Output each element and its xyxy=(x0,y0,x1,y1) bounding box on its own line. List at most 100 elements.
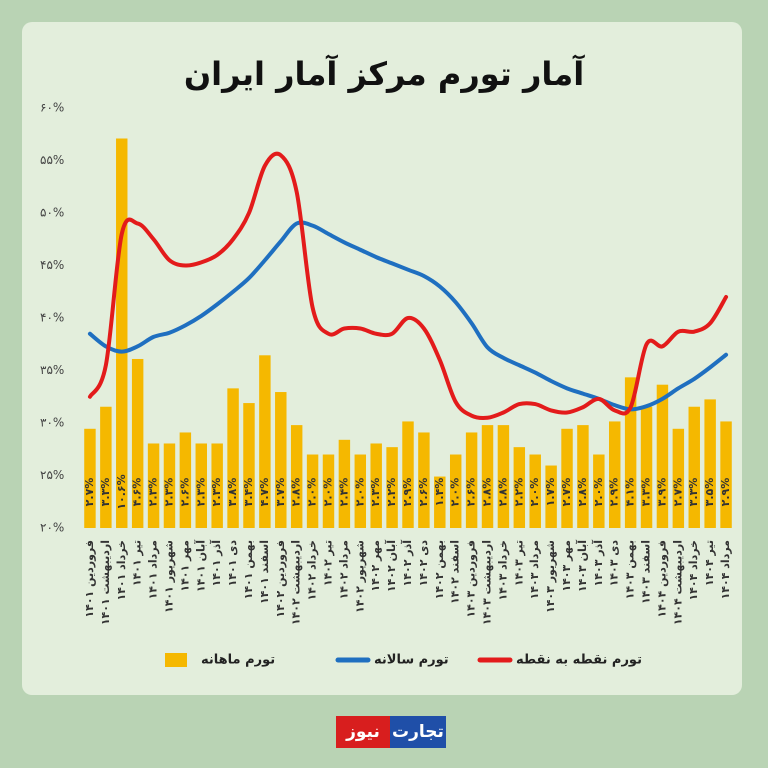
y-tick-label: ۳۵% xyxy=(40,363,64,377)
x-tick-label: دی ۱۴۰۱ xyxy=(226,540,239,587)
x-tick-label: آذر ۱۴۰۲ xyxy=(400,540,414,587)
legend-label: تورم نقطه به نقطه xyxy=(516,653,642,668)
x-tick-label: شهریور ۱۴۰۲ xyxy=(353,540,366,613)
bar xyxy=(370,443,382,528)
y-tick-label: ۳۰% xyxy=(40,416,64,430)
x-tick-label: مرداد ۱۴۰۴ xyxy=(719,540,732,599)
bar-label: ۱.۴% xyxy=(433,478,446,507)
bar xyxy=(609,421,621,528)
bar-label: ۲.۸% xyxy=(290,478,303,507)
bar xyxy=(704,399,716,528)
bar-label: ۲.۹% xyxy=(719,478,732,507)
bar xyxy=(163,443,176,528)
bar xyxy=(243,403,255,528)
x-tick-label: اردیبهشت ۱۴۰۲ xyxy=(290,540,303,625)
bar-label: ۴.۷% xyxy=(258,478,271,507)
x-tick-label: مرداد ۱۴۰۱ xyxy=(147,540,160,599)
bar xyxy=(290,425,303,528)
x-tick-label: تیر ۱۴۰۱ xyxy=(131,540,144,586)
chart-title: آمار تورم مرکز آمار ایران xyxy=(184,54,585,93)
x-tick-label: خرداد ۱۴۰۲ xyxy=(306,540,319,601)
x-tick-label: اسفند ۱۴۰۱ xyxy=(258,540,271,604)
bar-label: ۳.۳% xyxy=(99,478,112,507)
bar-label: ۲.۰% xyxy=(449,478,462,507)
bar-label: ۲.۸% xyxy=(576,478,589,507)
bar xyxy=(275,392,287,528)
bar-label: ۲.۶% xyxy=(178,478,191,507)
bar xyxy=(720,421,732,528)
x-tick-label: مهر ۱۴۰۱ xyxy=(178,540,191,592)
bar-label: ۱.۷% xyxy=(544,478,557,507)
x-tick-label: تیر ۱۴۰۳ xyxy=(512,540,525,586)
bar-label: ۲.۶% xyxy=(417,478,430,507)
legend-label: تورم سالانه xyxy=(374,653,449,668)
x-tick-label: بهمن ۱۴۰۲ xyxy=(433,540,446,599)
bar-label: ۲.۸% xyxy=(496,478,509,507)
x-tick-label: فروردین ۱۴۰۲ xyxy=(274,540,287,618)
x-tick-label: آبان ۱۴۰۱ xyxy=(193,540,207,592)
bar-label: ۳.۳% xyxy=(687,478,700,507)
logo-box xyxy=(336,716,390,748)
bar-label: ۲.۳% xyxy=(147,478,160,507)
bar xyxy=(593,454,605,528)
bar xyxy=(434,476,446,528)
bar-label: ۲.۳% xyxy=(162,478,175,507)
bar xyxy=(449,454,462,528)
x-tick-label: اردیبهشت ۱۴۰۴ xyxy=(671,540,684,625)
bar-label: ۴.۱% xyxy=(624,478,637,507)
logo-text: نیوز xyxy=(345,722,380,742)
bar-label: ۳.۵% xyxy=(703,478,716,507)
bar xyxy=(338,439,351,528)
bar-label: ۳.۴% xyxy=(242,478,255,507)
x-tick-label: آذر ۱۴۰۱ xyxy=(209,540,223,587)
x-tick-label: مهر ۱۴۰۲ xyxy=(369,540,382,592)
line xyxy=(87,151,729,421)
bar xyxy=(402,421,414,528)
y-tick-label: ۵۵% xyxy=(40,153,64,167)
x-tick-label: اسفند ۱۴۰۳ xyxy=(640,540,653,604)
x-tick-label: آذر ۱۴۰۳ xyxy=(591,540,605,587)
bar-label: ۲.۳% xyxy=(369,478,382,507)
x-tick-label: اردیبهشت ۱۴۰۳ xyxy=(481,540,494,625)
logo-box xyxy=(390,716,446,748)
bar xyxy=(688,406,700,528)
y-tick-label: ۲۰% xyxy=(40,521,64,535)
x-tick-label: مرداد ۱۴۰۲ xyxy=(337,540,350,599)
x-tick-label: تیر ۱۴۰۴ xyxy=(703,540,716,586)
bar-label: ۲.۳% xyxy=(210,478,223,507)
y-tick-label: ۵۰% xyxy=(40,206,64,220)
bar-label: ۲.۰% xyxy=(528,478,541,507)
bar xyxy=(545,465,557,528)
bar xyxy=(640,406,653,528)
legend-label: تورم ماهانه xyxy=(201,653,275,668)
bar xyxy=(481,425,494,528)
bar-label: ۴.۶% xyxy=(131,478,144,507)
x-tick-label: اسفند ۱۴۰۲ xyxy=(449,540,462,604)
bar-label: ۲.۰% xyxy=(306,478,319,507)
bar xyxy=(227,388,239,528)
bar xyxy=(513,447,526,528)
x-tick-label: فروردین ۱۴۰۴ xyxy=(655,540,668,618)
bar-label: ۲.۰% xyxy=(353,478,366,507)
x-tick-label: دی ۱۴۰۲ xyxy=(417,540,430,587)
x-tick-label: شهریور ۱۴۰۳ xyxy=(544,540,557,613)
y-tick-label: ۲۵% xyxy=(40,468,64,482)
legend-swatch xyxy=(165,653,187,667)
bar-label: ۱۰.۶% xyxy=(115,474,128,509)
bar-label: ۲.۲% xyxy=(385,478,398,507)
bar-label: ۲.۹% xyxy=(401,478,414,507)
bar xyxy=(195,443,207,528)
bar-label: ۳.۸% xyxy=(226,478,239,507)
bar xyxy=(624,377,637,528)
x-tick-label: دی ۱۴۰۳ xyxy=(608,540,621,587)
bar-label: ۳.۹% xyxy=(655,478,668,507)
bar-label: ۳.۳% xyxy=(640,478,653,507)
y-tick-label: ۴۰% xyxy=(40,311,64,325)
bar-label: ۳.۷% xyxy=(274,478,287,507)
x-tick-label: آبان ۱۴۰۲ xyxy=(384,540,398,592)
x-tick-label: آبان ۱۴۰۳ xyxy=(575,540,589,592)
bar xyxy=(465,432,478,528)
x-tick-label: فروردین ۱۴۰۳ xyxy=(465,540,478,618)
bar-label: ۲.۹% xyxy=(608,478,621,507)
bar-label: ۲.۷% xyxy=(83,478,96,507)
